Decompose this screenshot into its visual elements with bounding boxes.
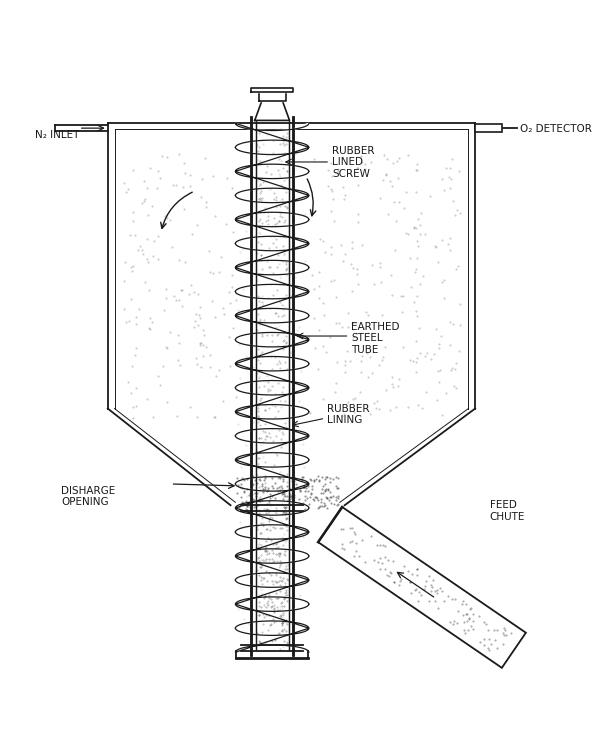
Text: RUBBER
LINED
SCREW: RUBBER LINED SCREW [332,146,374,179]
Polygon shape [258,92,286,101]
Polygon shape [235,315,309,340]
Text: O₂ DETECTOR: O₂ DETECTOR [520,124,592,134]
Polygon shape [235,340,309,364]
Polygon shape [235,436,309,460]
Polygon shape [235,244,309,268]
Polygon shape [235,460,309,484]
Text: FEED
CHUTE: FEED CHUTE [489,501,525,522]
Polygon shape [235,123,309,147]
Polygon shape [235,147,309,171]
Polygon shape [235,508,309,532]
Polygon shape [251,89,293,92]
Polygon shape [235,364,309,388]
Polygon shape [318,507,526,668]
Text: EARTHED
STEEL
TUBE: EARTHED STEEL TUBE [352,321,400,355]
Polygon shape [235,171,309,195]
Polygon shape [235,604,309,628]
Polygon shape [235,532,309,556]
Polygon shape [235,556,309,580]
Polygon shape [235,580,309,604]
Polygon shape [235,484,309,508]
Polygon shape [235,220,309,244]
Polygon shape [235,291,309,315]
Polygon shape [235,268,309,291]
Bar [475,124,502,132]
Text: N₂ INLET: N₂ INLET [35,130,80,140]
Polygon shape [255,99,290,120]
Polygon shape [235,412,309,436]
Polygon shape [235,195,309,220]
Polygon shape [235,628,309,652]
Text: RUBBER
LINING: RUBBER LINING [327,404,370,425]
Text: DISHARGE
OPENING: DISHARGE OPENING [61,486,116,507]
Polygon shape [235,388,309,412]
